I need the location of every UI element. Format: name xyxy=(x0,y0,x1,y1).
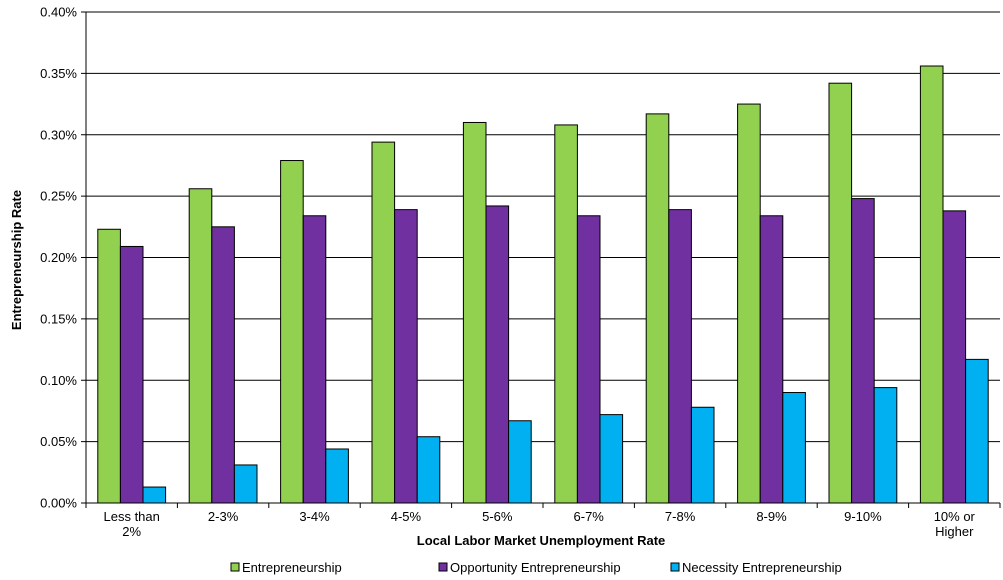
gridlines xyxy=(86,11,1000,443)
x-category-label: 10% or Higher xyxy=(934,509,976,539)
bar-opportunity-entrepreneurship xyxy=(211,226,235,504)
legend-label: Entrepreneurship xyxy=(242,560,342,575)
bar-opportunity-entrepreneurship xyxy=(302,215,327,504)
x-category-label: 2-3% xyxy=(208,509,239,524)
bar-necessity-entrepreneurship xyxy=(142,486,167,504)
bar-opportunity-entrepreneurship xyxy=(668,209,692,504)
bar-necessity-entrepreneurship xyxy=(325,448,349,504)
bar-entrepreneurship xyxy=(97,228,121,504)
bar-entrepreneurship xyxy=(371,141,396,504)
x-category-label: 5-6% xyxy=(482,509,513,524)
y-axis-title: Entrepreneurship Rate xyxy=(9,190,24,330)
y-tick-label: 0.00% xyxy=(40,496,77,511)
x-axis-title: Local Labor Market Unemployment Rate xyxy=(417,533,666,548)
bar-entrepreneurship xyxy=(554,124,578,504)
y-tick-label: 0.15% xyxy=(40,311,77,326)
bar-entrepreneurship xyxy=(280,160,304,504)
bar-necessity-entrepreneurship xyxy=(690,406,715,504)
x-category-label: 8-9% xyxy=(756,509,787,524)
bar-opportunity-entrepreneurship xyxy=(759,215,784,504)
x-category-label: Less than 2% xyxy=(104,509,160,539)
bar-necessity-entrepreneurship xyxy=(873,387,898,504)
bar-opportunity-entrepreneurship xyxy=(485,205,510,504)
bar-necessity-entrepreneurship xyxy=(233,464,258,504)
bars xyxy=(97,65,989,504)
bar-necessity-entrepreneurship xyxy=(416,436,441,504)
y-tick-label: 0.30% xyxy=(40,127,77,142)
legend-swatch-necessity-entrepreneurship xyxy=(670,562,680,572)
x-category-label: 6-7% xyxy=(574,509,605,524)
bar-necessity-entrepreneurship xyxy=(508,420,532,504)
y-tick-label: 0.40% xyxy=(40,5,77,20)
bar-opportunity-entrepreneurship xyxy=(394,209,418,504)
x-category-label: 7-8% xyxy=(665,509,696,524)
x-category-label: 3-4% xyxy=(299,509,330,524)
legend-label: Necessity Entrepreneurship xyxy=(682,560,842,575)
legend-label: Opportunity Entrepreneurship xyxy=(450,560,621,575)
axes xyxy=(81,11,1001,508)
y-tick-label: 0.25% xyxy=(40,189,77,204)
tick-labels: 0.00% 0.05% 0.10% 0.15% 0.20% 0.25% 0.30% 0.35%… xyxy=(40,5,975,540)
bar-entrepreneurship xyxy=(737,103,761,504)
legend-swatch-entrepreneurship xyxy=(230,562,240,572)
bar-opportunity-entrepreneurship xyxy=(576,215,601,504)
bar-necessity-entrepreneurship xyxy=(965,358,989,504)
bar-entrepreneurship xyxy=(645,113,670,504)
x-category-label: 4-5% xyxy=(391,509,422,524)
bar-entrepreneurship xyxy=(462,121,487,504)
y-tick-label: 0.35% xyxy=(40,66,77,81)
bar-entrepreneurship xyxy=(828,82,853,504)
y-tick-label: 0.10% xyxy=(40,373,77,388)
bar-necessity-entrepreneurship xyxy=(599,414,624,504)
y-tick-label: 0.05% xyxy=(40,434,77,449)
bar-entrepreneurship xyxy=(188,188,213,504)
bar-opportunity-entrepreneurship xyxy=(119,245,144,504)
legend: Entrepreneurship Opportunity Entrepreneur… xyxy=(230,560,842,575)
bar-necessity-entrepreneurship xyxy=(782,392,806,504)
y-tick-label: 0.20% xyxy=(40,250,77,265)
bar-opportunity-entrepreneurship xyxy=(942,210,967,504)
x-category-label: 9-10% xyxy=(844,509,882,524)
legend-swatch-opportunity-entrepreneurship xyxy=(438,562,448,572)
bar-entrepreneurship xyxy=(919,65,944,504)
bar-opportunity-entrepreneurship xyxy=(851,198,875,504)
